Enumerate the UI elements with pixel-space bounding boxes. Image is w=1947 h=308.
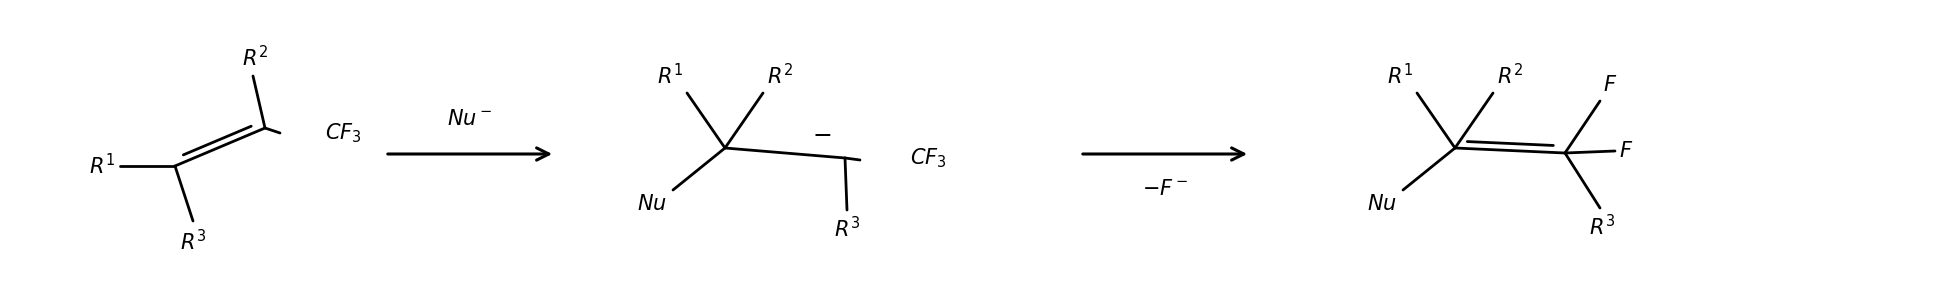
Text: $Nu$: $Nu$ — [637, 194, 668, 214]
Text: $R^3$: $R^3$ — [1589, 214, 1614, 239]
Text: $F$: $F$ — [1620, 141, 1634, 161]
Text: $Nu$: $Nu$ — [1367, 194, 1398, 214]
Text: $R^1$: $R^1$ — [90, 153, 115, 179]
Text: $CF_3$: $CF_3$ — [325, 121, 362, 145]
Text: $Nu^-$: $Nu^-$ — [448, 109, 493, 129]
Text: $R^2$: $R^2$ — [241, 45, 269, 70]
Text: $CF_3$: $CF_3$ — [909, 146, 946, 170]
Text: $R^2$: $R^2$ — [1497, 63, 1523, 88]
Text: $R^1$: $R^1$ — [656, 63, 683, 88]
Text: $R^3$: $R^3$ — [179, 229, 206, 254]
Text: $-$: $-$ — [812, 122, 831, 146]
Text: $R^1$: $R^1$ — [1386, 63, 1414, 88]
Text: $R^2$: $R^2$ — [767, 63, 792, 88]
Text: $R^3$: $R^3$ — [833, 216, 861, 241]
Text: $- F^-$: $- F^-$ — [1141, 179, 1188, 199]
Text: $F$: $F$ — [1602, 75, 1618, 95]
